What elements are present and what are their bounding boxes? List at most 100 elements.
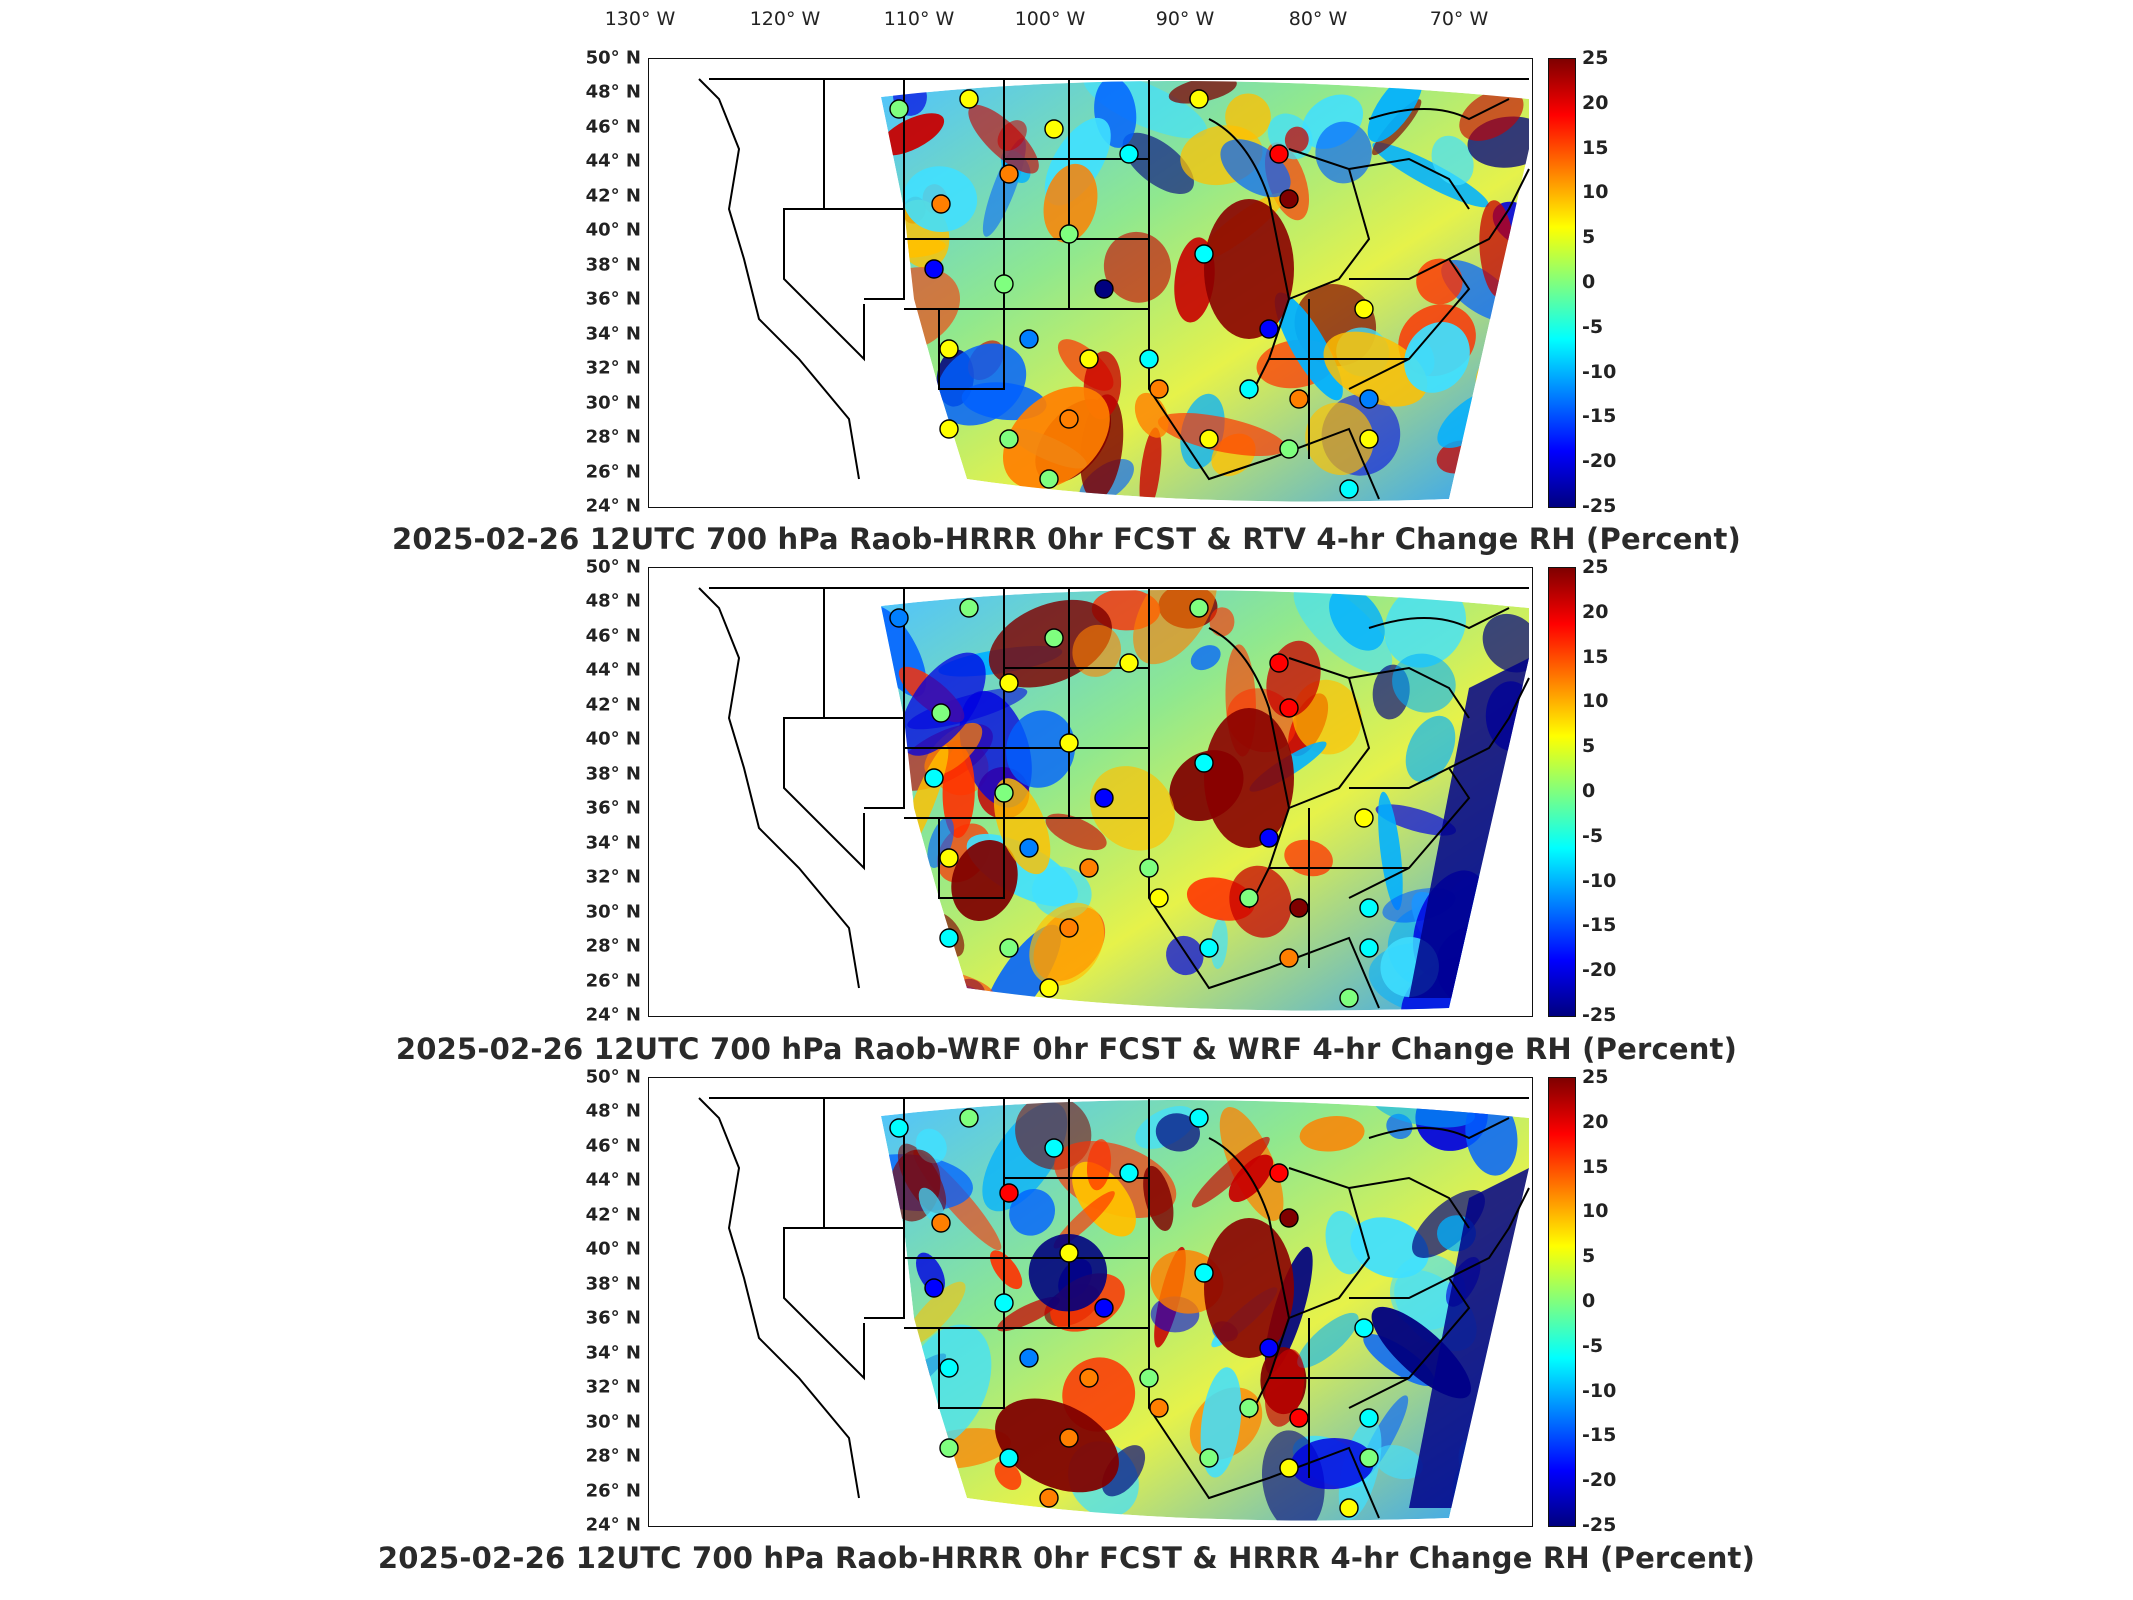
lat-label: 32° N	[585, 357, 641, 379]
lat-label: 34° N	[585, 832, 641, 854]
raob-station-marker	[1189, 1108, 1209, 1128]
raob-station-marker	[1259, 828, 1279, 848]
raob-station-marker	[959, 89, 979, 109]
raob-station-marker	[1039, 469, 1059, 489]
raob-station-marker	[1189, 598, 1209, 618]
lat-label: 44° N	[585, 659, 641, 681]
lat-label: 38° N	[585, 1273, 641, 1295]
colorbar-tick: 25	[1582, 47, 1609, 69]
raob-station-marker	[1094, 279, 1114, 299]
raob-station-marker	[1279, 948, 1299, 968]
raob-station-marker	[1039, 978, 1059, 998]
lat-label: 38° N	[585, 763, 641, 785]
raob-station-marker	[1039, 1488, 1059, 1508]
rh-field	[881, 80, 1529, 502]
raob-station-marker	[1239, 379, 1259, 399]
map-frame	[648, 1077, 1533, 1527]
lon-label: 80° W	[1288, 8, 1348, 30]
lat-label: 34° N	[585, 323, 641, 345]
raob-station-marker	[1044, 1138, 1064, 1158]
raob-station-marker	[1194, 244, 1214, 264]
raob-station-marker	[1359, 938, 1379, 958]
lat-label: 36° N	[585, 288, 641, 310]
raob-station-marker	[1079, 349, 1099, 369]
panel-title: 2025-02-26 12UTC 700 hPa Raob-WRF 0hr FC…	[395, 1032, 1738, 1066]
raob-station-marker	[1359, 1448, 1379, 1468]
lon-label: 100° W	[1014, 8, 1086, 30]
lat-label: 46° N	[585, 625, 641, 647]
lat-label: 50° N	[585, 47, 641, 69]
raob-station-marker	[1194, 1263, 1214, 1283]
raob-station-marker	[1359, 429, 1379, 449]
lat-label: 50° N	[585, 556, 641, 578]
raob-station-marker	[1359, 898, 1379, 918]
raob-station-marker	[1279, 698, 1299, 718]
colorbar-tick: -5	[1582, 315, 1604, 338]
raob-station-marker	[1019, 1348, 1039, 1368]
lat-label: 32° N	[585, 866, 641, 888]
colorbar	[1548, 1077, 1576, 1527]
raob-station-marker	[959, 598, 979, 618]
lat-label: 24° N	[585, 495, 641, 517]
colorbar-tick: 20	[1582, 91, 1609, 114]
lat-label: 38° N	[585, 254, 641, 276]
raob-station-marker	[999, 1448, 1019, 1468]
raob-station-marker	[999, 1183, 1019, 1203]
map-frame	[648, 58, 1533, 508]
lat-label: 48° N	[585, 1100, 641, 1122]
raob-station-marker	[1119, 144, 1139, 164]
lat-label: 28° N	[585, 935, 641, 957]
raob-station-marker	[1194, 753, 1214, 773]
colorbar-tick: -25	[1582, 495, 1617, 517]
raob-station-marker	[1079, 858, 1099, 878]
colorbar-tick: 25	[1582, 556, 1609, 578]
raob-station-marker	[1339, 479, 1359, 499]
rh-field	[881, 1099, 1529, 1521]
lat-label: 40° N	[585, 728, 641, 750]
raob-station-marker	[1139, 349, 1159, 369]
raob-station-marker	[1019, 329, 1039, 349]
raob-station-marker	[994, 274, 1014, 294]
raob-station-marker	[939, 1438, 959, 1458]
raob-station-marker	[1059, 1428, 1079, 1448]
raob-station-marker	[924, 1278, 944, 1298]
colorbar-tick: 0	[1582, 780, 1596, 802]
raob-station-marker	[889, 608, 909, 628]
raob-station-marker	[959, 1108, 979, 1128]
raob-station-marker	[939, 339, 959, 359]
lat-label: 34° N	[585, 1342, 641, 1364]
raob-station-marker	[1289, 389, 1309, 409]
lat-label: 30° N	[585, 901, 641, 923]
lat-label: 50° N	[585, 1066, 641, 1088]
colorbar-tick: -10	[1582, 1379, 1617, 1402]
colorbar-tick: 0	[1582, 271, 1596, 293]
raob-station-marker	[939, 419, 959, 439]
raob-station-marker	[1279, 1208, 1299, 1228]
raob-station-marker	[994, 1293, 1014, 1313]
panel-title: 2025-02-26 12UTC 700 hPa Raob-HRRR 0hr F…	[392, 522, 1741, 556]
raob-station-marker	[1059, 409, 1079, 429]
rh-field	[881, 589, 1529, 1011]
raob-station-marker	[1239, 1398, 1259, 1418]
colorbar-tick: 10	[1582, 690, 1609, 713]
rh-change-map	[698, 78, 1530, 502]
lat-label: 28° N	[585, 1445, 641, 1467]
raob-station-marker	[1269, 1163, 1289, 1183]
raob-station-marker	[889, 1118, 909, 1138]
raob-station-marker	[1119, 1163, 1139, 1183]
colorbar-tick: -10	[1582, 869, 1617, 892]
colorbar-tick: 5	[1582, 735, 1596, 758]
lat-label: 32° N	[585, 1376, 641, 1398]
colorbar-tick: -25	[1582, 1004, 1617, 1026]
raob-station-marker	[999, 429, 1019, 449]
colorbar-tick: 15	[1582, 136, 1609, 159]
lat-label: 44° N	[585, 1169, 641, 1191]
lon-label: 90° W	[1155, 8, 1215, 30]
lon-label: 120° W	[749, 8, 821, 30]
raob-station-marker	[889, 99, 909, 119]
raob-station-marker	[1269, 144, 1289, 164]
raob-station-marker	[931, 703, 951, 723]
rh-change-map	[698, 1097, 1530, 1521]
raob-station-marker	[924, 768, 944, 788]
state-boundaries	[698, 587, 1530, 1009]
